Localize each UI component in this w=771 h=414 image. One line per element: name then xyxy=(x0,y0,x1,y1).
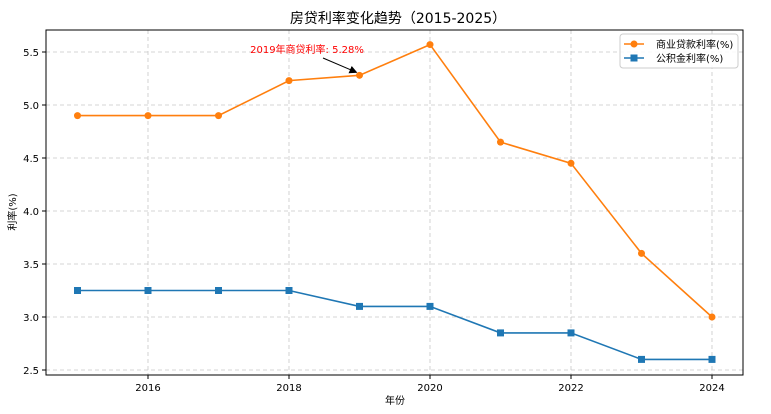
data-point xyxy=(567,159,575,167)
data-point xyxy=(285,77,293,85)
series-line xyxy=(77,289,712,361)
grid-lines xyxy=(46,30,743,375)
data-point xyxy=(144,287,152,294)
x-axis-label: 年份 xyxy=(385,394,405,407)
annotation-arrow xyxy=(322,57,358,74)
data-point xyxy=(638,249,645,257)
x-axis-ticks: 2016 2018 2020 2022 2024 xyxy=(135,375,725,394)
data-point xyxy=(567,329,575,337)
x-tick-label: 2022 xyxy=(558,383,583,394)
data-point xyxy=(356,71,363,79)
data-series xyxy=(74,41,716,363)
y-axis-label: 利率(%) xyxy=(6,193,19,230)
data-point xyxy=(215,112,222,120)
y-tick-label: 2.5 xyxy=(23,366,39,377)
data-point xyxy=(708,355,716,363)
y-axis-ticks: 2.5 3.0 3.5 4.0 4.5 5.0 5.5 xyxy=(23,48,46,377)
series-line xyxy=(77,43,713,318)
annotations: 2019年商贷利率: 5.28% xyxy=(250,43,364,74)
x-tick-label: 2016 xyxy=(135,383,160,394)
data-point xyxy=(74,112,81,120)
y-tick-label: 5.0 xyxy=(23,101,39,112)
y-tick-label: 3.5 xyxy=(23,260,39,271)
y-tick-label: 4.0 xyxy=(23,207,39,218)
y-tick-label: 4.5 xyxy=(23,154,39,165)
data-point xyxy=(74,287,81,294)
data-point xyxy=(638,355,645,363)
x-tick-label: 2024 xyxy=(699,383,724,394)
legend-entry: 商业贷款利率(%) xyxy=(656,38,733,51)
data-point xyxy=(426,302,434,310)
legend-entry: 公积金利率(%) xyxy=(656,52,723,65)
legend: 商业贷款利率(%)公积金利率(%) xyxy=(619,33,739,69)
y-tick-label: 5.5 xyxy=(23,48,39,59)
data-point xyxy=(215,287,222,294)
chart-title: 房贷利率变化趋势（2015-2025） xyxy=(290,10,506,27)
data-point xyxy=(285,287,293,294)
data-point xyxy=(144,112,152,120)
data-point xyxy=(497,329,504,337)
data-point xyxy=(356,302,363,310)
data-point xyxy=(426,41,434,49)
annotation-text: 2019年商贷利率: 5.28% xyxy=(250,43,364,56)
plot-frame xyxy=(45,29,744,376)
data-point xyxy=(708,313,716,321)
data-point xyxy=(497,138,504,146)
x-tick-label: 2020 xyxy=(417,383,442,394)
y-tick-label: 3.0 xyxy=(23,313,39,324)
x-tick-label: 2018 xyxy=(276,383,301,394)
